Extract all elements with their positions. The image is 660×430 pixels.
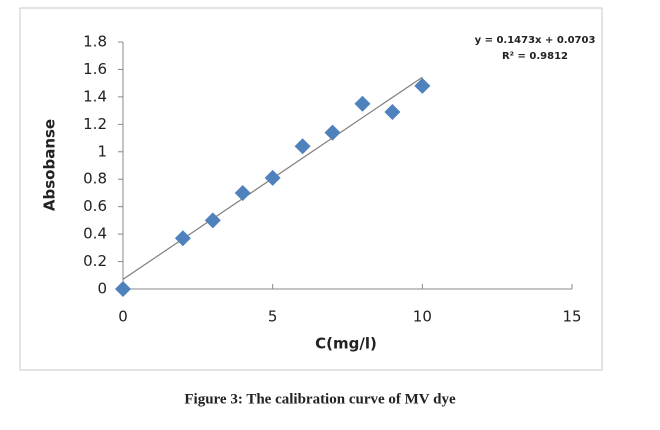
data-point [115, 281, 131, 297]
y-tick-label: 1.6 [83, 60, 107, 78]
y-tick-label: 0 [97, 280, 107, 298]
y-tick-label: 1.8 [83, 33, 107, 51]
data-point [384, 103, 401, 120]
x-tick-label: 5 [268, 308, 278, 326]
y-tick-label: 1.4 [83, 87, 107, 105]
caption: Figure 3: The calibration curve of MV dy… [184, 391, 456, 407]
data-point [204, 212, 221, 229]
trend-equation: y = 0.1473x + 0.0703 [475, 35, 596, 46]
data-point [174, 230, 191, 247]
y-axis-label: Absobanse [41, 119, 59, 211]
data-point [294, 138, 311, 155]
x-tick-label: 0 [118, 308, 128, 326]
x-tick-label: 15 [562, 308, 581, 326]
data-point [414, 77, 431, 94]
y-tick-label: 0.6 [83, 197, 107, 215]
y-tick-label: 0.2 [83, 252, 107, 270]
data-point [264, 169, 281, 186]
y-tick-label: 1 [97, 142, 107, 160]
chart-border [19, 7, 603, 371]
trend-r2: R² = 0.9812 [502, 51, 568, 62]
x-tick-label: 10 [413, 308, 432, 326]
y-tick-label: 0.8 [83, 170, 107, 188]
data-point [354, 95, 371, 112]
x-axis-label: C(mg/l) [315, 335, 377, 353]
data-point [324, 124, 341, 141]
y-tick-label: 1.2 [83, 115, 107, 133]
data-point [234, 184, 251, 201]
y-tick-label: 0.4 [83, 225, 107, 243]
